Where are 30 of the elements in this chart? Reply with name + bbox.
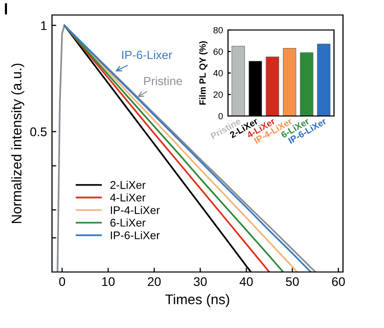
x-tick-label: 30 bbox=[194, 277, 207, 286]
y-tick-label: 0 bbox=[218, 112, 223, 120]
legend-label: 4-LiXer bbox=[110, 193, 146, 202]
x-tick-label: 60 bbox=[332, 277, 345, 286]
y-tick-label: 0.5 bbox=[30, 127, 47, 136]
bar bbox=[282, 48, 296, 116]
legend-label: 2-LiXer bbox=[110, 180, 146, 189]
x-tick-label: 50 bbox=[286, 277, 299, 286]
y-axis-title: Normalized intensity (a.u.) bbox=[11, 64, 24, 224]
x-tick-label: 0 bbox=[59, 277, 66, 286]
legend-label: IP-4-LiXer bbox=[110, 206, 160, 214]
bar bbox=[232, 46, 245, 116]
bar bbox=[300, 52, 314, 116]
annotation: IP-6-Lixer bbox=[122, 50, 172, 60]
annotation: Pristine bbox=[144, 76, 182, 86]
bar bbox=[266, 56, 280, 116]
legend-label: IP-6-LiXer bbox=[110, 231, 160, 240]
y-tick-label: 80 bbox=[213, 26, 223, 34]
x-axis-title: Times (ns) bbox=[165, 294, 230, 308]
y-axis-title: Film PL QY (%) bbox=[199, 41, 208, 105]
x-tick-label: 40 bbox=[240, 277, 253, 286]
y-tick-label: 40 bbox=[213, 70, 223, 76]
x-tick-label: 20 bbox=[148, 277, 161, 286]
y-tick-label: 20 bbox=[214, 91, 223, 98]
y-tick-label: 60 bbox=[214, 48, 223, 55]
x-tick-label: 10 bbox=[102, 277, 115, 286]
legend-label: 6-LiXer bbox=[110, 218, 146, 227]
y-tick-label: 1 bbox=[41, 21, 47, 30]
text: l bbox=[4, 3, 8, 14]
bar bbox=[317, 44, 330, 116]
